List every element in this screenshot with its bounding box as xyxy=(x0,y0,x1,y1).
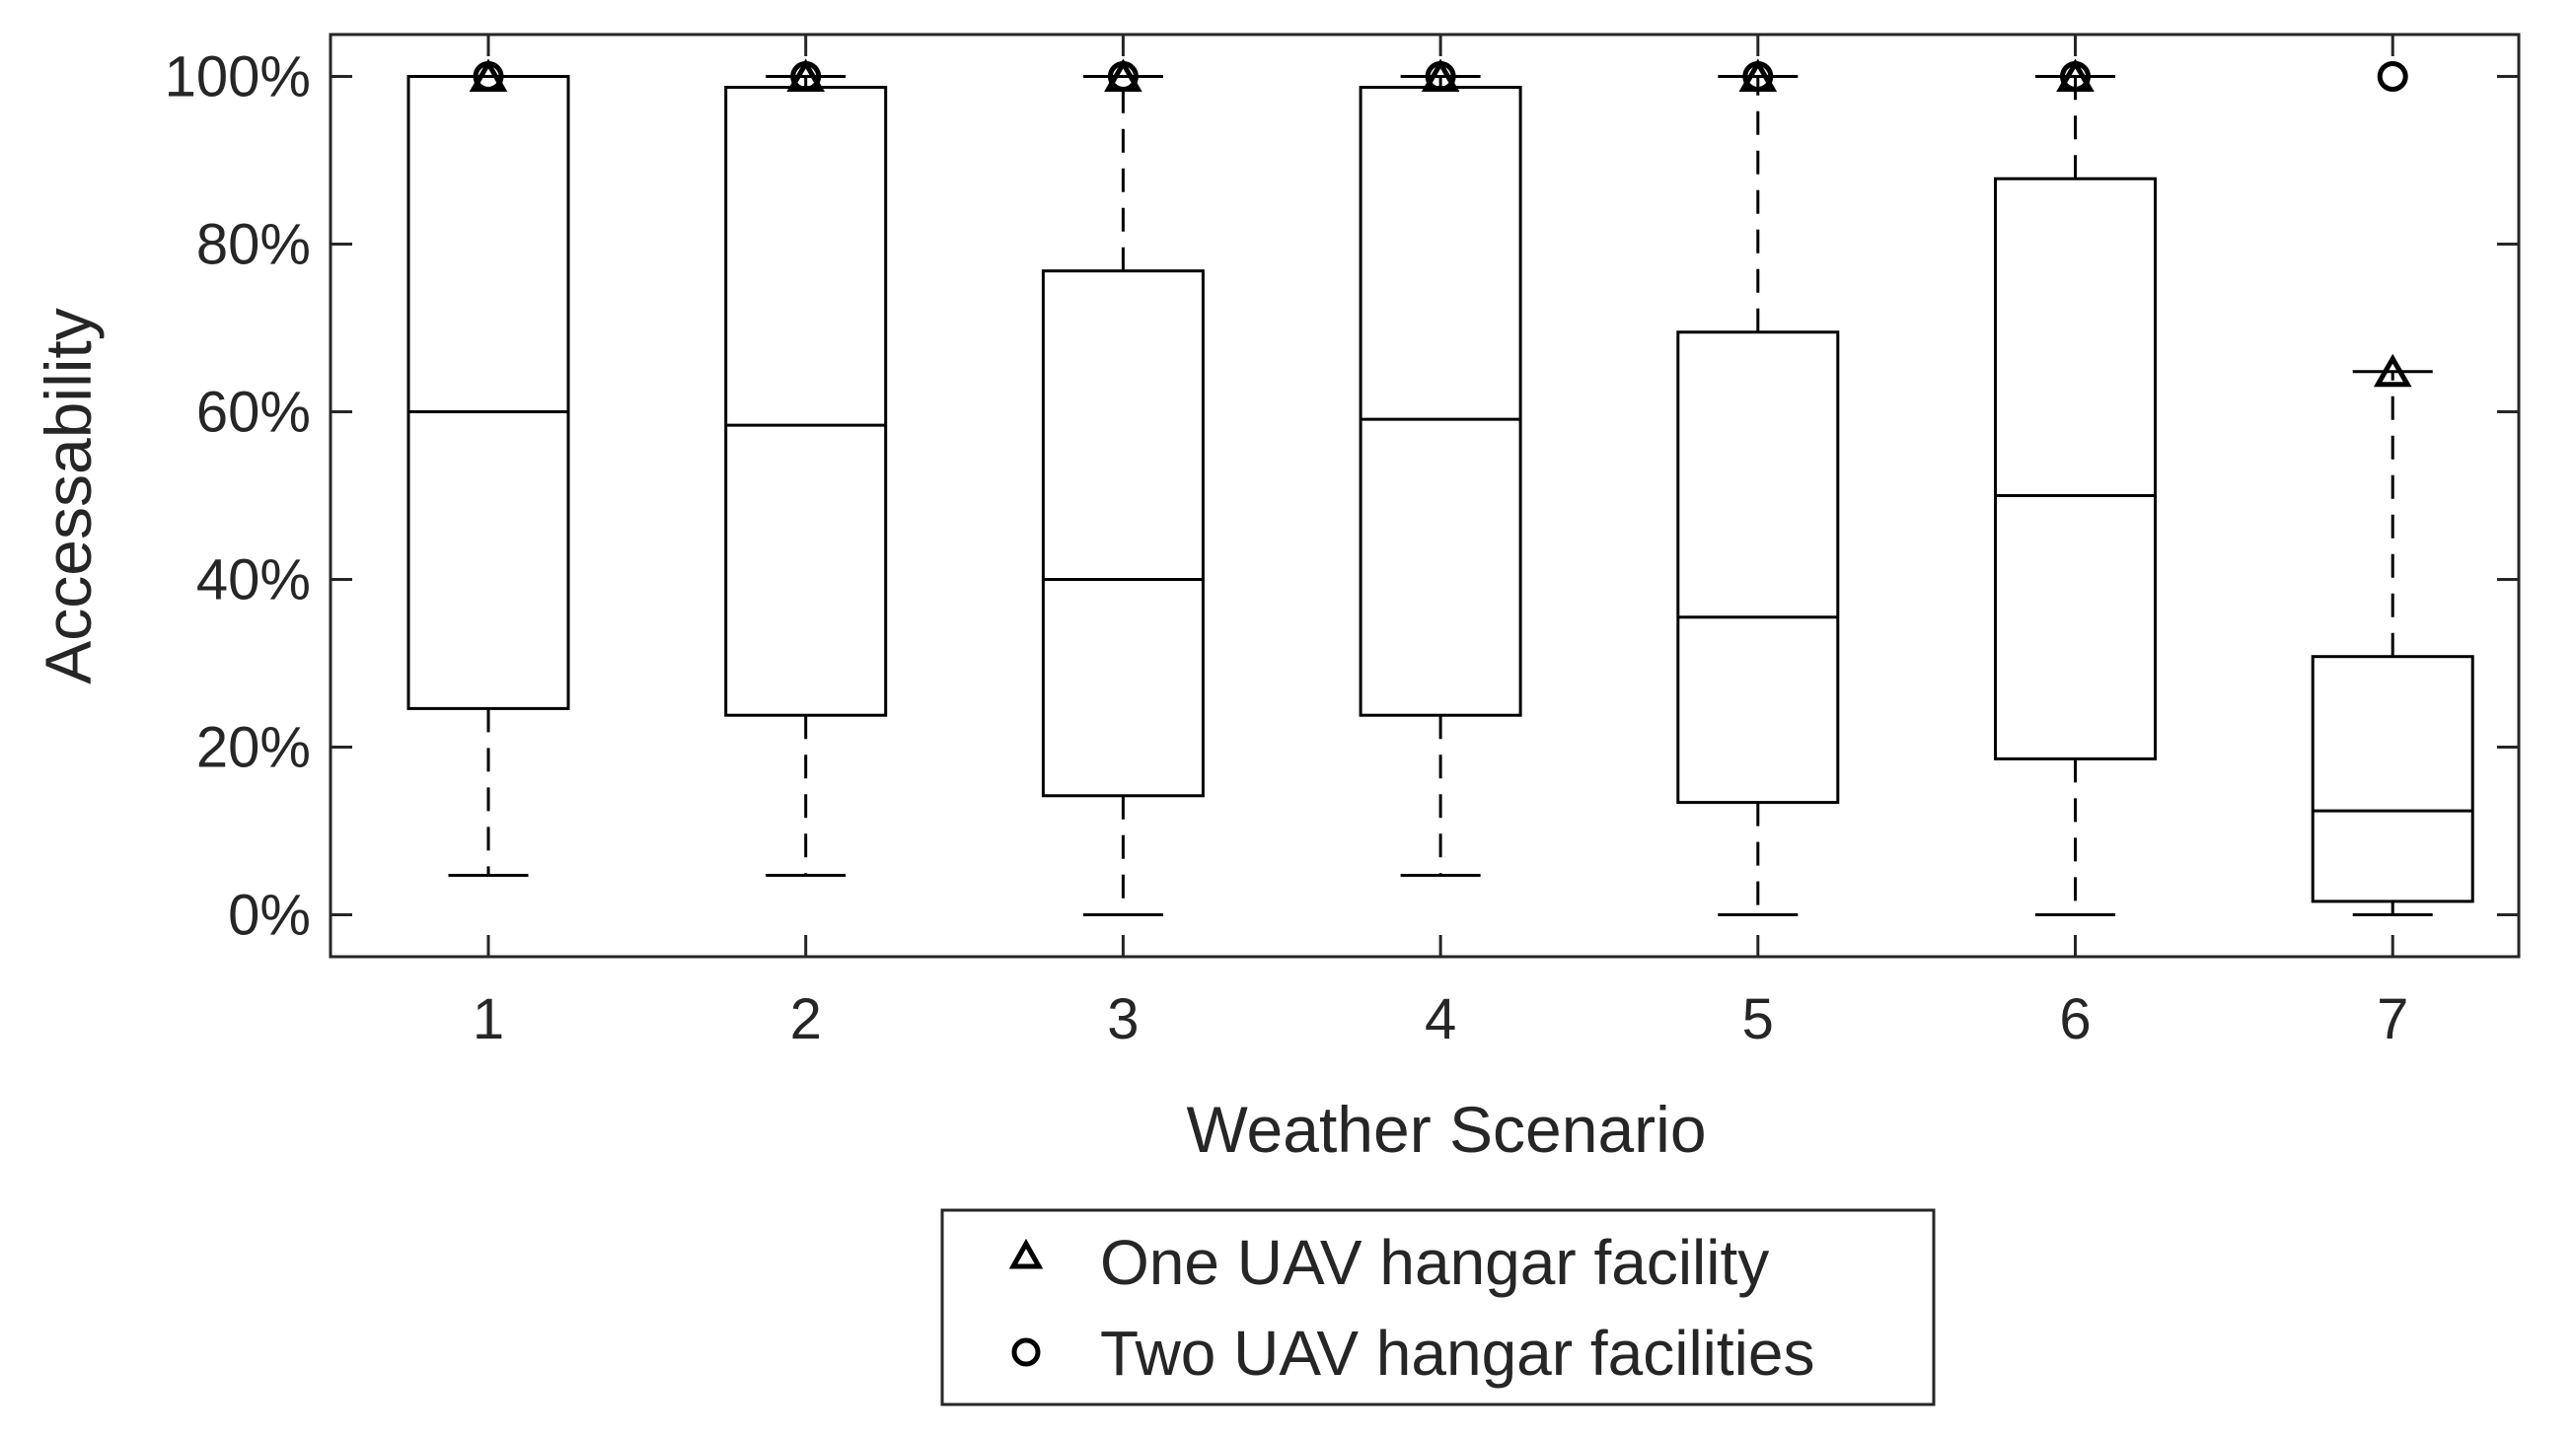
y-axis-title: Accessability xyxy=(32,308,105,683)
y-tick-label: 60% xyxy=(196,381,311,445)
circle-marker xyxy=(2060,61,2091,92)
y-axis: 0% 20% 40% 60% 80% 100% xyxy=(165,45,2519,948)
x-axis-title: Weather Scenario xyxy=(1186,1093,1706,1166)
circle-marker xyxy=(1107,61,1139,92)
box-scenario-7 xyxy=(2311,370,2474,916)
y-tick-label: 0% xyxy=(228,884,311,948)
legend-label-one-hangar: One UAV hangar facility xyxy=(1100,1227,1769,1298)
box-iqr xyxy=(1676,330,1840,805)
x-tick-label: 1 xyxy=(473,987,504,1051)
box-iqr xyxy=(2311,655,2474,903)
circle-marker xyxy=(2377,61,2408,92)
x-tick-label: 5 xyxy=(1742,987,1774,1051)
x-tick-label: 2 xyxy=(790,987,822,1051)
circle-marker xyxy=(1425,61,1456,92)
x-tick-label: 7 xyxy=(2377,987,2408,1051)
box-scenario-5 xyxy=(1676,75,1840,916)
circle-marker xyxy=(1742,61,1774,92)
box-scenario-1 xyxy=(406,75,570,878)
x-axis: 1 2 3 4 5 6 7 xyxy=(473,35,2408,1051)
triangle-marker xyxy=(2373,353,2412,388)
y-tick-label: 80% xyxy=(196,213,311,277)
box-iqr xyxy=(1041,269,1205,798)
x-tick-label: 6 xyxy=(2059,987,2091,1051)
box-scenario-3 xyxy=(1041,75,1205,916)
legend: One UAV hangar facility Two UAV hangar f… xyxy=(940,1208,1936,1406)
legend-circle-marker xyxy=(1011,1337,1041,1367)
x-tick-label: 4 xyxy=(1425,987,1456,1051)
x-tick-label: 3 xyxy=(1107,987,1139,1051)
plot-area xyxy=(329,33,2521,959)
box-group xyxy=(406,75,2474,916)
legend-box xyxy=(940,1208,1936,1406)
y-tick-label: 20% xyxy=(196,716,311,780)
box-iqr xyxy=(406,75,570,710)
y-tick-label: 40% xyxy=(196,548,311,612)
box-iqr xyxy=(1994,177,2157,760)
marker-group xyxy=(469,58,2412,388)
legend-label-two-hangars: Two UAV hangar facilities xyxy=(1100,1318,1814,1389)
legend-triangle-marker xyxy=(1008,1238,1044,1269)
circle-marker xyxy=(473,61,504,92)
box-scenario-6 xyxy=(1994,75,2157,916)
y-tick-label: 100% xyxy=(165,45,311,109)
circle-marker xyxy=(790,61,822,92)
